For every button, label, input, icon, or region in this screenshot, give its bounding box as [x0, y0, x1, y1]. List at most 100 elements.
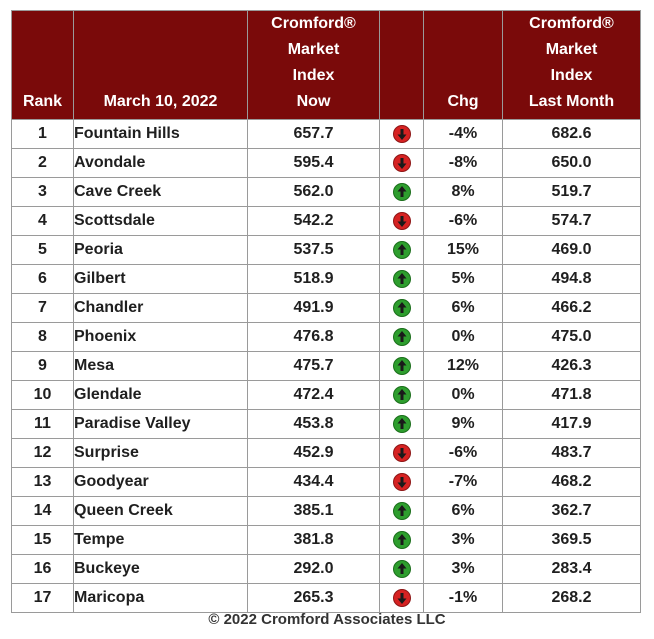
rank-cell: 12 — [11, 438, 74, 468]
up-arrow-icon — [392, 298, 412, 318]
index-last-month-cell: 574.7 — [502, 206, 641, 236]
change-cell: 9% — [423, 409, 503, 439]
up-arrow-icon — [392, 414, 412, 434]
up-arrow-icon — [392, 559, 412, 579]
table-row: 3 Cave Creek 562.0 8% 519.7 — [11, 177, 641, 207]
trend-cell — [379, 119, 424, 149]
index-now-cell: 475.7 — [247, 351, 380, 381]
city-cell: Tempe — [73, 525, 248, 555]
table-row: 10 Glendale 472.4 0% 471.8 — [11, 380, 641, 410]
city-cell: Glendale — [73, 380, 248, 410]
rank-cell: 4 — [11, 206, 74, 236]
index-now-cell: 491.9 — [247, 293, 380, 323]
index-last-month-cell: 417.9 — [502, 409, 641, 439]
city-cell: Fountain Hills — [73, 119, 248, 149]
header-index-last-line: Cromford® — [529, 15, 614, 32]
table-row: 6 Gilbert 518.9 5% 494.8 — [11, 264, 641, 294]
index-now-cell: 292.0 — [247, 554, 380, 584]
rank-cell: 14 — [11, 496, 74, 526]
change-cell: 0% — [423, 380, 503, 410]
trend-cell — [379, 554, 424, 584]
change-cell: 15% — [423, 235, 503, 265]
copyright-footer: © 2022 Cromford Associates LLC — [208, 611, 446, 628]
table-row: 13 Goodyear 434.4 -7% 468.2 — [11, 467, 641, 497]
index-last-month-cell: 650.0 — [502, 148, 641, 178]
change-cell: 8% — [423, 177, 503, 207]
city-cell: Surprise — [73, 438, 248, 468]
rank-cell: 11 — [11, 409, 74, 439]
index-now-cell: 385.1 — [247, 496, 380, 526]
header-index-last-line: Index — [550, 67, 593, 84]
change-cell: 3% — [423, 554, 503, 584]
trend-cell — [379, 496, 424, 526]
trend-cell — [379, 235, 424, 265]
index-now-cell: 657.7 — [247, 119, 380, 149]
change-cell: 6% — [423, 293, 503, 323]
change-cell: -8% — [423, 148, 503, 178]
down-arrow-icon — [392, 472, 412, 492]
index-last-month-cell: 682.6 — [502, 119, 641, 149]
city-cell: Scottsdale — [73, 206, 248, 236]
index-now-cell: 595.4 — [247, 148, 380, 178]
table-row: 1 Fountain Hills 657.7 -4% 682.6 — [11, 119, 641, 149]
trend-cell — [379, 351, 424, 381]
table-row: 2 Avondale 595.4 -8% 650.0 — [11, 148, 641, 178]
city-cell: Buckeye — [73, 554, 248, 584]
market-index-table: Rank March 10, 2022 Cromford® Market Ind… — [11, 10, 641, 613]
header-index-now-line: Market — [287, 41, 340, 58]
index-last-month-cell: 471.8 — [502, 380, 641, 410]
index-now-cell: 542.2 — [247, 206, 380, 236]
table-row: 5 Peoria 537.5 15% 469.0 — [11, 235, 641, 265]
trend-cell — [379, 525, 424, 555]
rank-cell: 15 — [11, 525, 74, 555]
trend-cell — [379, 148, 424, 178]
table-row: 15 Tempe 381.8 3% 369.5 — [11, 525, 641, 555]
up-arrow-icon — [392, 385, 412, 405]
rank-cell: 8 — [11, 322, 74, 352]
index-now-cell: 265.3 — [247, 583, 380, 613]
index-last-month-cell: 283.4 — [502, 554, 641, 584]
header-index-now: Cromford® Market Index Now — [247, 10, 380, 120]
city-cell: Paradise Valley — [73, 409, 248, 439]
change-cell: 3% — [423, 525, 503, 555]
index-now-cell: 472.4 — [247, 380, 380, 410]
city-cell: Mesa — [73, 351, 248, 381]
rank-cell: 9 — [11, 351, 74, 381]
city-cell: Chandler — [73, 293, 248, 323]
rank-cell: 1 — [11, 119, 74, 149]
change-cell: -7% — [423, 467, 503, 497]
header-date: March 10, 2022 — [73, 10, 248, 120]
trend-cell — [379, 438, 424, 468]
header-index-last-month: Cromford® Market Index Last Month — [502, 10, 641, 120]
index-now-cell: 537.5 — [247, 235, 380, 265]
index-last-month-cell: 469.0 — [502, 235, 641, 265]
index-last-month-cell: 483.7 — [502, 438, 641, 468]
index-last-month-cell: 362.7 — [502, 496, 641, 526]
down-arrow-icon — [392, 153, 412, 173]
change-cell: -1% — [423, 583, 503, 613]
table-body: 1 Fountain Hills 657.7 -4% 682.6 2 Avondale 595… — [11, 119, 641, 613]
table-row: 4 Scottsdale 542.2 -6% 574.7 — [11, 206, 641, 236]
down-arrow-icon — [392, 588, 412, 608]
table-row: 16 Buckeye 292.0 3% 283.4 — [11, 554, 641, 584]
table-row: 11 Paradise Valley 453.8 9% 417.9 — [11, 409, 641, 439]
index-last-month-cell: 519.7 — [502, 177, 641, 207]
up-arrow-icon — [392, 327, 412, 347]
rank-cell: 6 — [11, 264, 74, 294]
table-row: 9 Mesa 475.7 12% 426.3 — [11, 351, 641, 381]
city-cell: Phoenix — [73, 322, 248, 352]
trend-cell — [379, 264, 424, 294]
trend-cell — [379, 177, 424, 207]
change-cell: -4% — [423, 119, 503, 149]
change-cell: 6% — [423, 496, 503, 526]
header-rank: Rank — [11, 10, 74, 120]
header-chg: Chg — [423, 10, 503, 120]
rank-cell: 3 — [11, 177, 74, 207]
index-last-month-cell: 369.5 — [502, 525, 641, 555]
index-last-month-cell: 468.2 — [502, 467, 641, 497]
header-index-last-line: Market — [545, 41, 598, 58]
city-cell: Peoria — [73, 235, 248, 265]
city-cell: Maricopa — [73, 583, 248, 613]
rank-cell: 17 — [11, 583, 74, 613]
